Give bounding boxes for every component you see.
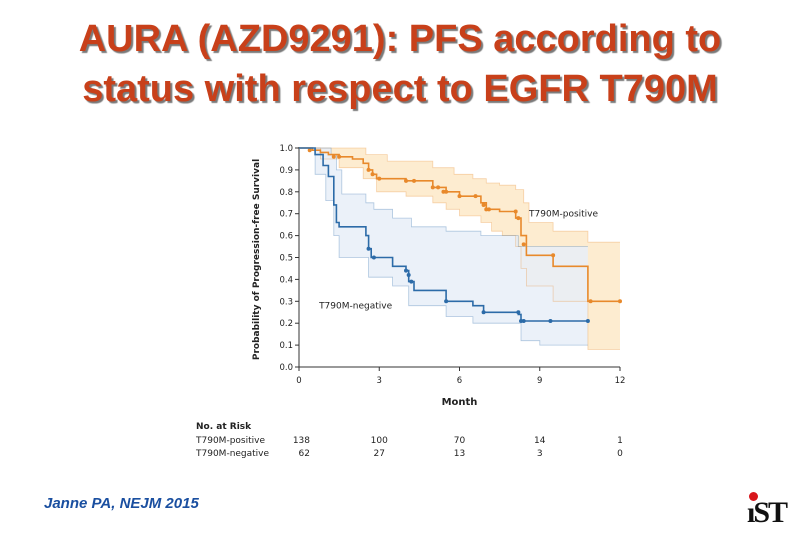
ci-band-negative [299, 148, 588, 346]
censor-mark-positive [404, 178, 408, 183]
censor-mark-negative [444, 299, 449, 304]
censor-mark-negative [371, 255, 376, 260]
censor-mark-positive [521, 242, 526, 247]
at-risk-value: 138 [293, 436, 310, 446]
series-annotation-negative: T790M-negative [318, 302, 393, 312]
at-risk-title: No. at Risk [196, 422, 252, 432]
at-risk-value: 3 [537, 449, 543, 459]
censor-mark-negative [366, 246, 371, 251]
logo-dot [749, 492, 758, 501]
at-risk-row-label: T790M-positive [195, 436, 265, 446]
censor-mark-negative [548, 319, 553, 324]
censor-mark-negative [409, 279, 414, 284]
censor-mark-positive [516, 216, 521, 221]
censor-mark-negative [404, 268, 408, 273]
citation: Janne PA, NEJM 2015 [44, 495, 199, 512]
y-tick-label: 0.4 [279, 275, 293, 285]
censor-mark-positive [444, 189, 449, 194]
y-tick-label: 0.3 [279, 297, 293, 307]
slide-title: AURA (AZD9291): PFS according to status … [0, 14, 800, 114]
ci-upper-line-positive [299, 147, 620, 243]
ci-lower-line-negative [299, 147, 588, 346]
at-risk-value: 1 [617, 436, 623, 446]
censor-mark-negative [481, 310, 486, 315]
km-curve-negative [299, 147, 588, 322]
censor-mark-positive [331, 154, 336, 159]
logo-text: ıST [747, 496, 788, 529]
at-risk-row-label: T790M-negative [195, 449, 270, 459]
x-axis-label: Month [442, 397, 478, 408]
x-tick-label: 6 [457, 376, 462, 386]
censor-mark-positive [307, 148, 312, 153]
censor-mark-positive [486, 207, 491, 212]
y-tick-label: 0.6 [279, 232, 293, 242]
censor-mark-negative [585, 319, 590, 324]
slide-title-line-1: AURA (AZD9291): PFS according to [78, 18, 722, 60]
censor-mark-positive [430, 185, 435, 190]
censor-mark-positive [588, 299, 593, 304]
y-tick-label: 0.8 [279, 188, 293, 198]
y-tick-label: 1.0 [279, 144, 293, 154]
censor-mark-positive [436, 185, 441, 190]
censor-mark-negative [406, 273, 411, 278]
x-tick-label: 0 [296, 376, 301, 386]
series-annotation-positive: T790M-positive [528, 210, 598, 220]
y-axis-label: Probability of Progression-free Survival [252, 159, 262, 360]
at-risk-value: 62 [299, 449, 310, 459]
censor-mark-positive [337, 154, 342, 159]
slide-title-line-2: status with respect to EGFR T790M [82, 68, 718, 110]
ist-logo: ıST [745, 490, 788, 530]
ci-lower-line-positive [299, 147, 620, 350]
censor-mark-positive [377, 176, 382, 181]
censor-mark-positive [412, 178, 417, 183]
y-tick-label: 0.7 [279, 210, 293, 220]
x-tick-label: 12 [615, 376, 626, 386]
censor-mark-positive [618, 299, 622, 304]
x-tick-label: 3 [377, 376, 382, 386]
at-risk-value: 100 [371, 436, 388, 446]
y-tick-label: 0.0 [279, 363, 293, 373]
y-tick-label: 0.1 [279, 341, 293, 351]
at-risk-value: 14 [534, 436, 546, 446]
censor-mark-positive [473, 194, 478, 199]
censor-mark-negative [521, 319, 526, 324]
at-risk-value: 0 [617, 449, 623, 459]
censor-mark-positive [366, 167, 371, 172]
censor-mark-positive [370, 172, 375, 177]
censor-mark-positive [481, 202, 486, 207]
y-tick-label: 0.5 [279, 254, 293, 264]
x-tick-label: 9 [537, 376, 542, 386]
at-risk-value: 70 [454, 436, 466, 446]
censor-mark-positive [551, 253, 556, 258]
y-tick-label: 0.9 [279, 166, 293, 176]
y-tick-label: 0.2 [279, 319, 293, 329]
censor-mark-positive [513, 209, 518, 214]
censor-mark-positive [457, 194, 462, 199]
censor-mark-negative [516, 310, 521, 315]
at-risk-value: 27 [374, 449, 385, 459]
at-risk-value: 13 [454, 449, 465, 459]
